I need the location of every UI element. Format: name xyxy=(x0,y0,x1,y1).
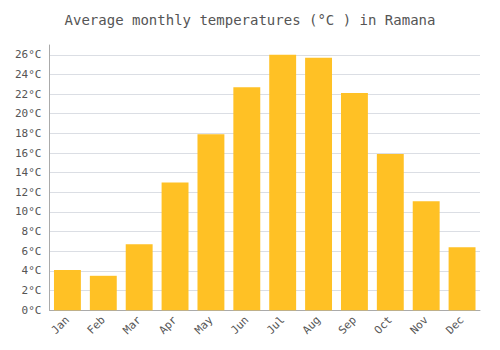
svg-text:24°C: 24°C xyxy=(15,68,42,81)
svg-text:10°C: 10°C xyxy=(15,205,42,218)
svg-text:20°C: 20°C xyxy=(15,107,42,120)
svg-text:22°C: 22°C xyxy=(15,88,42,101)
svg-text:16°C: 16°C xyxy=(15,147,42,160)
svg-text:4°C: 4°C xyxy=(22,264,42,277)
svg-text:2°C: 2°C xyxy=(22,284,42,297)
svg-text:Jan: Jan xyxy=(49,314,72,337)
svg-text:Nov: Nov xyxy=(408,313,431,336)
svg-text:Dec: Dec xyxy=(443,314,466,337)
svg-text:18°C: 18°C xyxy=(15,127,42,140)
svg-text:Sep: Sep xyxy=(336,314,359,337)
svg-text:Oct: Oct xyxy=(372,314,395,337)
svg-text:Apr: Apr xyxy=(156,313,179,336)
svg-text:Feb: Feb xyxy=(85,314,108,337)
svg-text:26°C: 26°C xyxy=(15,48,42,61)
svg-text:Jul: Jul xyxy=(264,314,287,337)
svg-text:May: May xyxy=(192,313,215,336)
svg-text:14°C: 14°C xyxy=(15,166,42,179)
svg-text:Aug: Aug xyxy=(300,314,323,337)
svg-text:8°C: 8°C xyxy=(22,225,42,238)
svg-text:6°C: 6°C xyxy=(22,245,42,258)
svg-text:Average monthly temperatures (: Average monthly temperatures (°C ) in Ra… xyxy=(65,12,436,28)
svg-text:0°C: 0°C xyxy=(22,304,42,317)
svg-text:12°C: 12°C xyxy=(15,186,42,199)
svg-text:Jun: Jun xyxy=(228,314,251,337)
svg-text:Mar: Mar xyxy=(121,313,144,336)
